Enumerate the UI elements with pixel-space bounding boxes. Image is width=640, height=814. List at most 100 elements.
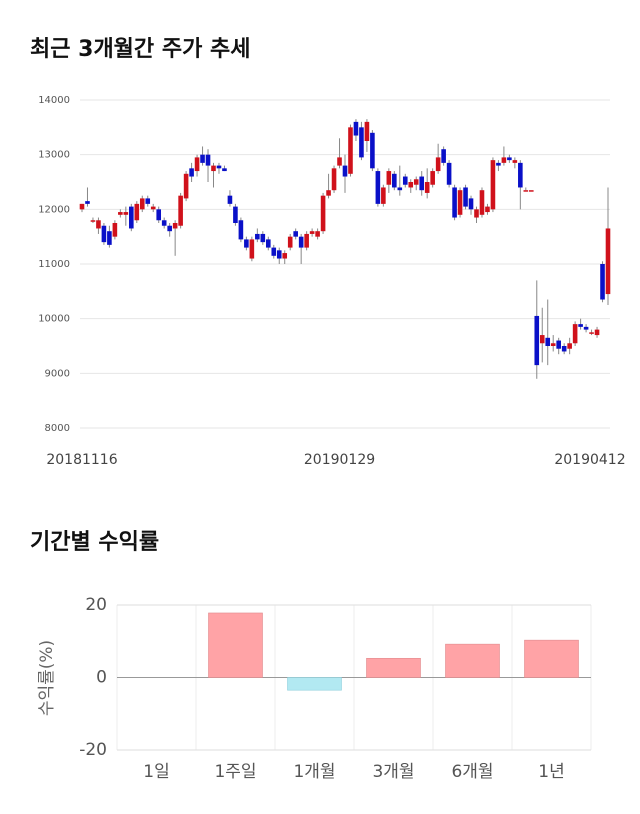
x-tick-label: 6개월 <box>451 762 493 782</box>
candle-body <box>561 346 567 352</box>
candle-body <box>578 324 583 327</box>
chart-title: 기간별 수익률 <box>30 530 159 555</box>
candle-body <box>348 127 353 174</box>
candle-body <box>216 165 222 169</box>
y-tick-label: -20 <box>79 740 107 760</box>
candle-body <box>600 264 605 300</box>
bar <box>366 657 421 678</box>
y-axis-label: 수익률(%) <box>37 640 57 716</box>
y-tick-label: 14000 <box>38 95 70 106</box>
candle-body <box>496 162 501 166</box>
x-tick-label: 1일 <box>143 762 169 782</box>
candle-body <box>370 132 375 169</box>
candle-body <box>123 212 129 215</box>
candle-body <box>118 212 123 215</box>
candle-body <box>134 203 140 221</box>
candle-body <box>260 233 266 243</box>
candle-body <box>446 162 452 185</box>
candle-body <box>298 236 304 248</box>
x-tick-label: 20190412 <box>554 452 625 468</box>
candle-body <box>222 168 227 172</box>
candle-body <box>359 127 364 158</box>
candle-body <box>161 220 167 226</box>
candle-body <box>227 195 233 204</box>
y-tick-label: 8000 <box>45 423 70 434</box>
y-tick-label: 13000 <box>38 150 70 161</box>
candle-body <box>413 179 419 185</box>
candle-body <box>594 329 600 336</box>
candle-body <box>364 121 370 141</box>
candle-body <box>534 315 540 366</box>
candle-body <box>430 171 435 185</box>
candle-body <box>79 203 85 210</box>
candle-body <box>189 168 194 177</box>
x-tick-label: 1년 <box>538 762 564 782</box>
candle-body <box>463 187 468 207</box>
y-tick-label: 20 <box>85 595 107 615</box>
candle-body <box>419 176 425 191</box>
candle-body <box>507 157 512 161</box>
candle-body <box>567 343 572 349</box>
x-tick-label: 1개월 <box>293 762 335 782</box>
candle-body <box>550 343 556 346</box>
candle-body <box>139 198 145 210</box>
candle-body <box>282 253 288 259</box>
candle-body <box>194 157 200 172</box>
candle-body <box>375 171 381 204</box>
x-tick-label: 3개월 <box>372 762 414 782</box>
candle-body <box>150 206 156 210</box>
candle-body <box>129 206 134 229</box>
candle-body <box>331 168 337 191</box>
y-tick-label: 10000 <box>38 314 70 325</box>
candle-body <box>468 198 474 210</box>
bar <box>208 612 263 678</box>
candle-body <box>397 187 403 191</box>
candle-body <box>457 190 463 215</box>
candle-body <box>238 220 244 240</box>
candle-body <box>233 206 238 223</box>
candle-body <box>265 239 271 248</box>
candle-body <box>211 165 216 172</box>
candle-body <box>485 206 490 213</box>
candle-body <box>402 176 408 185</box>
candle-body <box>572 324 578 344</box>
bar <box>287 677 342 691</box>
candle-body <box>156 209 162 221</box>
candle-body <box>583 326 589 330</box>
candle-body <box>518 162 523 188</box>
candle-body <box>435 157 441 172</box>
candle-body <box>276 250 282 259</box>
candle-body <box>605 228 611 295</box>
candle-body <box>342 165 348 177</box>
y-tick-label: 9000 <box>45 368 70 379</box>
y-tick-label: 11000 <box>38 259 70 270</box>
candle-body <box>183 173 189 199</box>
y-tick-label: 0 <box>96 668 107 688</box>
chart-title: 최근 3개월간 주가 추세 <box>30 37 250 62</box>
candle-body <box>523 190 529 192</box>
candle-body <box>112 223 118 237</box>
candle-body <box>315 231 320 237</box>
candle-body <box>255 233 260 240</box>
x-tick-label: 1주일 <box>214 762 256 782</box>
candle-body <box>304 233 309 248</box>
candle-body <box>408 182 414 188</box>
candle-body <box>205 154 211 166</box>
candle-body <box>452 187 457 218</box>
candle-body <box>107 231 112 245</box>
candle-body <box>381 187 386 204</box>
candle-body <box>85 201 90 204</box>
candle-body <box>490 160 496 210</box>
y-tick-label: 12000 <box>38 204 70 215</box>
candle-body <box>178 195 183 226</box>
candle-body <box>424 182 430 193</box>
candle-body <box>101 225 107 243</box>
candle-body <box>172 223 178 229</box>
candle-body <box>167 225 172 232</box>
x-tick-label: 20181116 <box>46 452 117 468</box>
x-tick-label: 20190129 <box>304 452 375 468</box>
candle-body <box>287 236 293 248</box>
candle-body <box>293 231 298 237</box>
candle-body <box>501 157 507 163</box>
